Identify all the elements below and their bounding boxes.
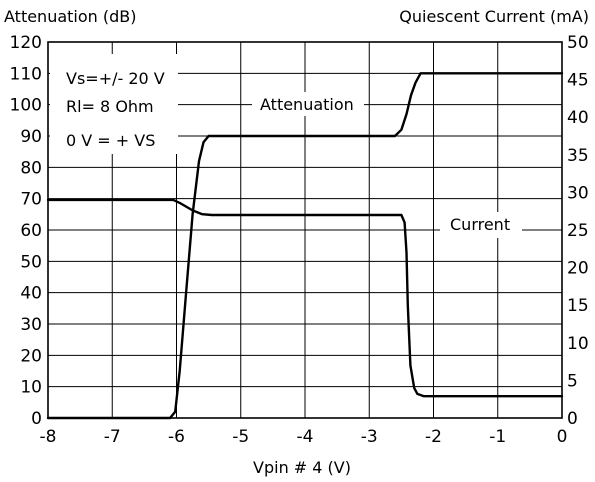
y-left-tick-label: 20 — [20, 346, 42, 366]
x-axis-title: Vpin # 4 (V) — [253, 458, 351, 477]
y-left-tick-label: 90 — [20, 127, 42, 147]
y-left-tick-label: 60 — [20, 221, 42, 241]
plot-frame — [47, 41, 563, 419]
y-left-tick-label: 110 — [10, 64, 42, 84]
current-label-bg — [440, 212, 522, 238]
y-left-tick-label: 120 — [10, 33, 42, 53]
y-left-tick-label: 40 — [20, 284, 42, 304]
y-left-tick-label: 70 — [20, 190, 42, 210]
left-axis-title: Attenuation (dB) — [4, 7, 137, 26]
right-axis-title: Quiescent Current (mA) — [399, 7, 589, 26]
y-right-tick-label: 40 — [567, 108, 589, 128]
y-left-tick-label: 0 — [31, 409, 42, 429]
y-right-tick-label: 30 — [567, 183, 589, 203]
x-tick-label: -8 — [40, 427, 57, 447]
current-series-label: Current — [450, 215, 510, 234]
plot-border — [47, 41, 563, 419]
y-left-tick-label: 30 — [20, 315, 42, 335]
y-right-tick-label: 20 — [567, 259, 589, 279]
x-tick-label: -4 — [297, 427, 314, 447]
x-tick-label: -3 — [361, 427, 378, 447]
attenuation-series-label: Attenuation — [260, 95, 354, 114]
y-right-tick-label: 0 — [567, 409, 578, 429]
y-right-tick-label: 50 — [567, 33, 589, 53]
x-tick-label: -2 — [425, 427, 442, 447]
x-tick-label: -7 — [104, 427, 121, 447]
x-tick-label: 0 — [557, 427, 568, 447]
x-tick-label: -6 — [168, 427, 185, 447]
series-lines — [46, 72, 564, 420]
y-right-tick-label: 5 — [567, 371, 578, 391]
annotation-rl: Rl= 8 Ohm — [66, 97, 154, 116]
y-left-tick-label: 10 — [20, 378, 42, 398]
tick-labels: -8 -7 -6 -5 -4 -3 -2 -1 001020304050607080901001… — [10, 33, 589, 447]
y-right-tick-label: 35 — [567, 146, 589, 166]
annotation-vs: Vs=+/- 20 V — [66, 69, 165, 88]
x-tick-label: -1 — [489, 427, 506, 447]
y-left-tick-label: 80 — [20, 158, 42, 178]
y-right-tick-label: 10 — [567, 334, 589, 354]
y-right-tick-label: 45 — [567, 71, 589, 91]
y-left-tick-label: 50 — [20, 252, 42, 272]
annotation-ref: 0 V = + VS — [66, 131, 155, 150]
attenuation-label-bg — [252, 92, 364, 116]
y-right-tick-label: 25 — [567, 221, 589, 241]
y-right-tick-label: 15 — [567, 296, 589, 316]
series-line-current — [46, 198, 564, 398]
series-line-attenuation — [46, 72, 564, 420]
y-left-tick-label: 100 — [10, 96, 42, 116]
annotation-box — [50, 54, 178, 154]
x-tick-label: -5 — [232, 427, 249, 447]
